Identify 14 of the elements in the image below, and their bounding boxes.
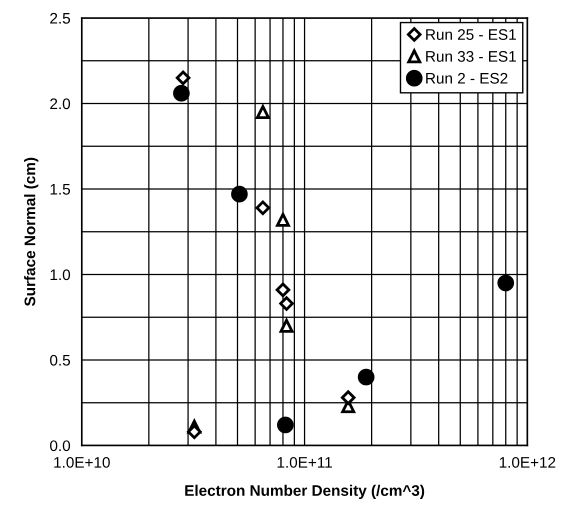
y-axis-title: Surface Normal (cm) (24, 158, 38, 306)
y-tick-label: 1.0 (50, 269, 70, 280)
x-tick-label: 1.0E+10 (54, 456, 110, 468)
y-tick-label: 0.5 (50, 354, 70, 366)
x-axis-title: Electron Number Density (/cm^3) (185, 484, 424, 499)
legend-label: Run 33 - ES1 (426, 51, 516, 62)
y-tick-label: 1.5 (50, 184, 70, 195)
y-tick-label: 0.0 (50, 440, 70, 452)
x-tick-label: 1.0E+12 (500, 456, 556, 468)
x-tick-label: 1.0E+11 (278, 456, 332, 468)
y-tick-label: 2.5 (50, 12, 70, 24)
legend-label: Run 2 - ES2 (426, 72, 508, 84)
y-tick-label: 2.0 (50, 98, 70, 110)
legend-label: Run 25 - ES1 (426, 29, 516, 40)
